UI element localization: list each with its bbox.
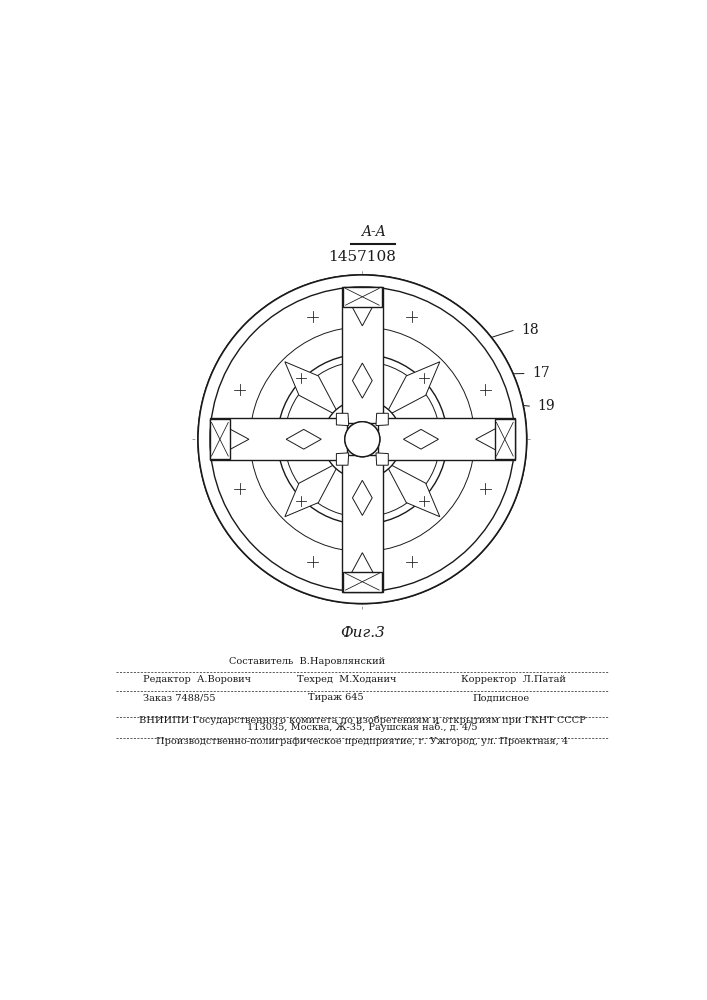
Text: Фиг.3: Фиг.3 [340,626,385,640]
Polygon shape [343,287,382,307]
Text: 113035, Москва, Ж-35, Раушская наб., д. 4/5: 113035, Москва, Ж-35, Раушская наб., д. … [247,723,478,732]
Text: Тираж 645: Тираж 645 [308,693,363,702]
Circle shape [277,354,448,524]
Text: ВНИИПИ Государственного комитета по изобретениям и открытиям при ГКНТ СССР: ВНИИПИ Государственного комитета по изоб… [139,716,585,725]
Polygon shape [286,429,321,449]
Polygon shape [385,462,440,517]
Polygon shape [341,287,383,423]
Text: Техред  М.Ходанич: Техред М.Ходанич [297,675,396,684]
Polygon shape [210,418,346,460]
Polygon shape [476,427,512,451]
Polygon shape [337,413,349,426]
Text: Составитель  В.Наровлянский: Составитель В.Наровлянский [230,657,385,666]
Polygon shape [350,553,375,589]
Text: 19: 19 [538,399,555,413]
Polygon shape [343,572,382,592]
Polygon shape [385,362,440,417]
Text: Производственно-полиграфическое предприятие, г. Ужгород, ул. Проектная, 4: Производственно-полиграфическое предприя… [156,737,568,746]
Text: 1457108: 1457108 [328,250,397,264]
Polygon shape [495,419,515,459]
Polygon shape [285,462,340,517]
Circle shape [198,275,527,604]
Circle shape [210,287,515,592]
Polygon shape [210,419,230,459]
Polygon shape [213,427,249,451]
Polygon shape [404,429,438,449]
Polygon shape [378,418,515,460]
Text: 18: 18 [521,323,539,337]
Text: Корректор  Л.Патай: Корректор Л.Патай [461,675,566,684]
Polygon shape [341,455,383,592]
Text: 1: 1 [216,356,226,370]
Circle shape [250,327,474,552]
Polygon shape [337,453,349,465]
Polygon shape [285,362,340,417]
Polygon shape [376,453,388,465]
Circle shape [345,422,380,457]
Circle shape [284,361,440,517]
Text: Редактор  А.Ворович: Редактор А.Ворович [144,675,251,684]
Text: A-A: A-A [361,225,386,239]
Polygon shape [376,413,388,426]
Polygon shape [350,290,375,326]
Circle shape [323,400,402,479]
Text: Подписное: Подписное [472,693,529,702]
Polygon shape [353,480,372,515]
Polygon shape [353,363,372,398]
Text: Заказ 7488/55: Заказ 7488/55 [144,693,216,702]
Circle shape [345,422,380,457]
Text: 17: 17 [532,366,550,380]
